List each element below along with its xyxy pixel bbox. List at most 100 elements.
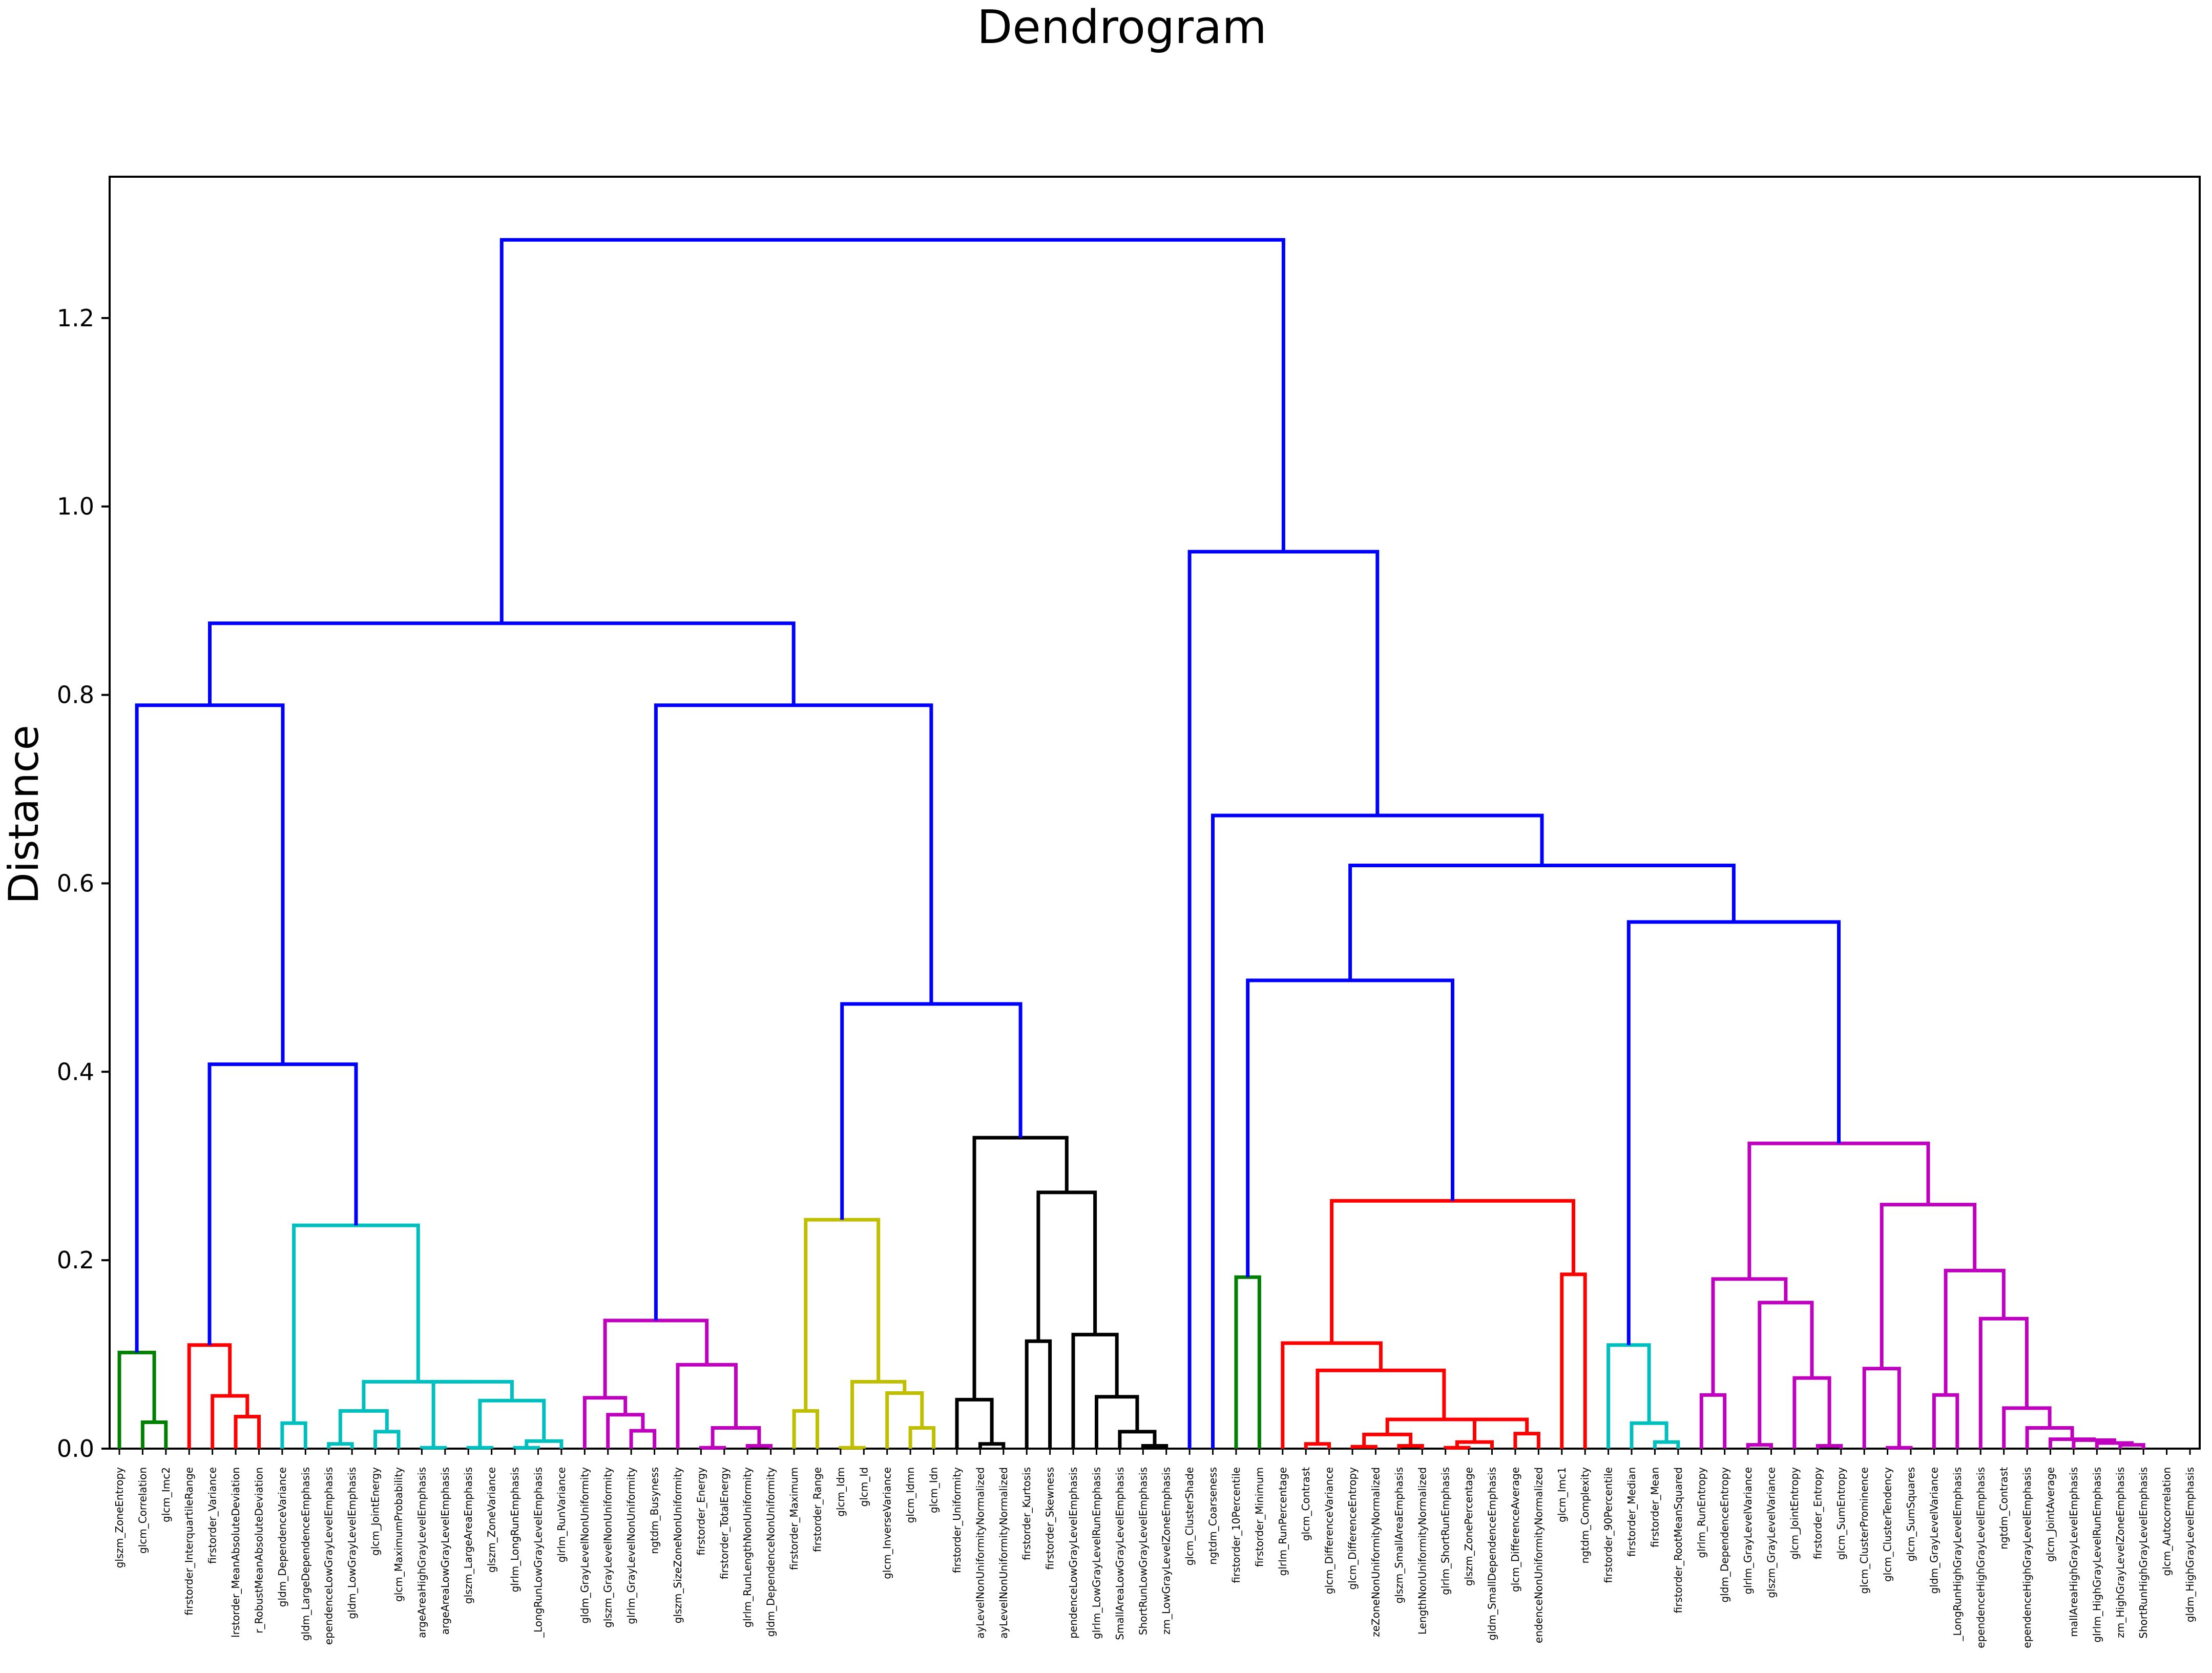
leaf-label: argeAreaHighGrayLevelEmphasis [415,1467,428,1638]
dendrogram-link [1560,1272,1587,1449]
leaf-label: firstorder_TotalEnergy [718,1467,731,1579]
dendrogram-link [140,1420,168,1449]
y-tick-label: 1.2 [57,304,94,332]
dendrogram-link [1246,978,1454,1278]
dendrogram-link [420,1446,447,1450]
leaf-label: glszm_LargeAreaEmphasis [462,1467,474,1604]
dendrogram-link [373,1430,401,1449]
y-tick-label: 0.6 [57,869,94,897]
dendrogram-link [513,1446,540,1450]
leaf-label: ependenceHighGrayLevelEmphasis [2021,1467,2033,1648]
leaf-label: glrlm_HighGrayLevelRunEmphasis [2091,1467,2103,1643]
dendrogram-link [1234,1275,1261,1449]
dendrogram-link [1385,1417,1501,1435]
dendrogram-link [1699,1393,1727,1449]
leaf-label: glszm_ZonePercentage [1463,1467,1475,1586]
dendrogram-link [1711,1277,1788,1395]
leaf-label: glszm_ZoneVariance [486,1467,498,1573]
dendrogram-link [117,1350,156,1449]
dendrogram-link [955,1397,994,1449]
leaf-label: glcm_Idn [928,1467,940,1513]
leaf-label: glrlm_RunPercentage [1277,1467,1289,1576]
leaf-label: firstorder_Maximum [788,1467,800,1570]
leaf-labels: glszm_ZoneEntropy glcm_Correlation glcm_Im… [113,1449,2196,1648]
leaf-label: glcm_InverseVariance [881,1467,893,1579]
leaf-label: glcm_Idmn [904,1467,916,1523]
dendrogram-link [1025,1339,1052,1449]
leaf-label: gldm_GrayLevelVariance [1928,1467,1940,1594]
leaf-label: firstorder_Minimum [1253,1467,1265,1567]
y-tick-label: 0.2 [57,1246,94,1274]
dendrogram-link [792,1409,819,1449]
dendrogram-link [603,1319,709,1398]
dendrogram-link [840,1002,1022,1220]
leaf-label: ayLevelNonUniformityNormalized [997,1467,1010,1639]
leaf-label: firstorder_10Percentile [1230,1467,1242,1583]
dendrogram-link [234,1415,261,1449]
leaf-label: ShortRunHighGrayLevelEmphasis [2137,1467,2150,1639]
plot-frame [109,176,2201,1450]
leaf-label: ependenceLowGrayLevelEmphasis [323,1467,335,1645]
y-axis: 0.0 0.2 0.4 0.6 0.8 1.0 1.2 [57,304,110,1462]
leaf-label: firstorder_RootMeanSquared [1672,1467,1684,1613]
leaf-label: glcm_JointEnergy [369,1467,382,1556]
dendrogram-link [292,1223,420,1424]
dendrogram-link [211,1394,249,1449]
leaf-label: firstorder_InterquartileRange [183,1467,195,1616]
dendrogram-link [1211,813,1544,1449]
dendrogram-link [1747,1141,1930,1279]
leaf-label: gldm_LowGrayLevelEmphasis [346,1467,358,1619]
leaf-label: firstorder_Median [1625,1467,1638,1557]
dendrogram-link [582,1396,628,1449]
leaf-label: ngtdm_Complexity [1579,1467,1591,1564]
dendrogram-link [1880,1203,1977,1369]
leaf-label: glcm_JointEntropy [1788,1467,1801,1560]
y-tick-label: 0.8 [57,681,94,709]
leaf-label: _LongRunLowGrayLevelEmphasis [532,1467,545,1638]
dendrogram-link [839,1446,866,1450]
leaf-label: glcm_ClusterShade [1183,1467,1196,1565]
dendrogram-link [466,1446,494,1450]
leaf-label: firstorder_Entropy [1811,1467,1824,1559]
dendrogram-link [1606,1343,1651,1449]
leaf-label: ngtdm_Contrast [1998,1467,2010,1550]
leaf-label: glcm_DifferenceAverage [1509,1467,1521,1592]
dendrogram-link [1187,550,1380,1449]
dendrogram-link [1886,1446,1913,1450]
leaf-label: gldm_SmallDependenceEmphasis [1486,1467,1498,1640]
leaf-label: glcm_MaximumProbability [392,1467,405,1602]
dendrogram-link [499,238,1285,623]
leaf-label: firstorder_Range [811,1467,824,1552]
leaf-label: firstorder_Uniformity [951,1467,963,1573]
leaf-label: gldm_DependenceNonUniformity [765,1467,777,1637]
dendrogram-link [676,1363,738,1449]
leaf-label: glrlm_ShortRunEmphasis [1439,1467,1452,1595]
dendrogram-link [1932,1393,1959,1449]
leaf-label: argeAreaLowGrayLevelEmphasis [439,1467,451,1635]
dendrogram-link [1626,920,1841,1345]
leaf-label: SmallAreaLowGrayLevelEmphasis [1114,1467,1126,1640]
leaf-label: glcm_SumSquares [1905,1467,1917,1561]
leaf-label: glcm_Imc2 [160,1467,172,1522]
dendrogram-link [1036,1190,1097,1342]
leaf-label: glcm_Imc1 [1556,1467,1568,1522]
leaf-label: glszm_GrayLevelNonUniformity [602,1467,614,1628]
leaf-label: glcm_Id [858,1467,870,1507]
leaf-label: ayLevelNonUniformityNormalized [974,1467,986,1639]
y-tick-label: 1.0 [57,493,94,520]
leaf-label: glszm_GrayLevelVariance [1765,1467,1778,1598]
leaf-label: glcm_DifferenceEntropy [1346,1467,1359,1590]
leaf-label: glrlm_RunVariance [555,1467,568,1562]
dendrogram-link [885,1391,924,1449]
dendrogram-link [208,621,796,705]
leaf-label: glrlm_RunLengthNonUniformity [741,1467,754,1628]
dendrogram-link [1330,1199,1575,1343]
dendrogram-link [1513,1432,1540,1449]
y-axis-label: Distance [0,725,48,904]
dendrogram-link [629,1429,657,1449]
leaf-label: zm_LowGrayLevelZoneEmphasis [1160,1467,1173,1635]
leaf-label: mallAreaHighGrayLevelEmphasis [2068,1467,2080,1637]
dendrogram-link [1095,1395,1139,1449]
leaf-label: glcm_Contrast [1300,1467,1312,1541]
